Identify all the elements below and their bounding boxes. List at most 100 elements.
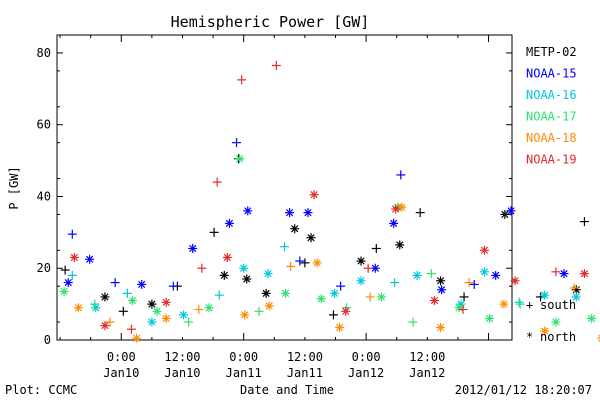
x-tick-label-time: 12:00 [287, 350, 323, 364]
data-point-south [569, 283, 579, 293]
legend: METP-02 NOAA-15 NOAA-16 NOAA-17 NOAA-18 NOAA-… [526, 45, 577, 167]
data-point-south [363, 263, 373, 273]
series-noaa-15 [63, 138, 569, 295]
x-tick-label-date: Jan11 [226, 366, 262, 380]
data-point-north [376, 292, 386, 302]
footer-left: Plot: CCMC [5, 383, 77, 397]
data-point-south [67, 229, 77, 239]
x-tick-label-time: 0:00 [229, 350, 258, 364]
data-point-south [515, 299, 525, 309]
data-point-south [579, 217, 589, 227]
x-tick-label-time: 12:00 [164, 350, 200, 364]
x-tick-label-date: Jan12 [348, 366, 384, 380]
y-axis-ticks: 0 20 40 60 80 [37, 46, 512, 347]
data-point-north [222, 252, 232, 262]
data-point-north [341, 306, 351, 316]
data-point-south [271, 61, 281, 70]
data-point-south [209, 227, 219, 237]
data-point-north [306, 233, 316, 243]
marker-legend-symbol: + [526, 298, 533, 312]
data-point-north [85, 254, 95, 264]
data-point-north [551, 317, 561, 327]
data-point-south [415, 208, 425, 218]
data-point-north [179, 310, 189, 320]
data-point-south [168, 281, 178, 291]
legend-item-noaa-19: NOAA-19 [526, 153, 577, 167]
y-tick-label: 60 [37, 118, 51, 132]
data-point-north [437, 285, 447, 295]
data-point-north [224, 218, 234, 228]
data-point-north [69, 252, 79, 262]
data-point-south [336, 281, 346, 291]
data-point-north [329, 288, 339, 298]
data-point-south [237, 75, 247, 85]
data-point-south [300, 258, 310, 268]
data-point-north [161, 297, 171, 307]
data-point-south [280, 242, 289, 252]
data-point-south [371, 244, 381, 253]
legend-item-noaa-18: NOAA-18 [526, 131, 577, 145]
data-point-south [122, 288, 132, 298]
marker-legend-symbol: * [526, 330, 533, 344]
data-point-south [551, 267, 561, 277]
data-point-north [239, 263, 249, 273]
data-point-north [100, 292, 110, 302]
data-point-north [540, 290, 550, 300]
data-point-south [365, 292, 375, 302]
series-noaa-18 [73, 202, 600, 343]
data-point-south [396, 170, 406, 180]
data-point-north [485, 313, 495, 323]
x-tick-label-date: Jan10 [164, 366, 200, 380]
chart-title: Hemispheric Power [GW] [171, 13, 370, 31]
series-noaa-16 [67, 242, 581, 327]
data-point-south [212, 177, 222, 187]
data-point-north [264, 301, 274, 311]
data-point-north [436, 276, 446, 286]
data-point-north [219, 270, 229, 280]
data-point-north [587, 313, 597, 323]
data-point-south [60, 265, 70, 275]
data-point-north [479, 245, 489, 255]
series-noaa-17 [59, 154, 597, 327]
data-point-south [469, 279, 479, 289]
data-point-south [214, 290, 224, 300]
data-point-north [263, 269, 273, 279]
data-point-north [395, 240, 405, 250]
x-tick-label-date: Jan11 [287, 366, 323, 380]
data-point-north [559, 269, 569, 279]
data-points [59, 61, 600, 343]
data-point-north [161, 313, 171, 323]
x-tick-label-date: Jan12 [409, 366, 445, 380]
data-point-north [285, 208, 295, 218]
data-point-north [243, 206, 253, 216]
data-point-north [391, 204, 401, 214]
data-point-north [356, 276, 366, 286]
plot-frame [56, 34, 513, 341]
data-point-north [147, 317, 157, 327]
data-point-north [479, 267, 489, 277]
data-point-north [312, 258, 322, 268]
data-point-north [510, 276, 520, 286]
data-point-north [240, 310, 250, 320]
x-tick-label-time: 12:00 [409, 350, 445, 364]
x-tick-label-time: 0:00 [352, 350, 381, 364]
data-point-south [118, 306, 128, 316]
data-point-north [412, 270, 422, 280]
x-tick-label-date: Jan10 [103, 366, 139, 380]
data-point-north [429, 296, 439, 306]
data-point-north [152, 306, 162, 316]
data-point-north [63, 278, 73, 288]
data-point-south [464, 278, 474, 288]
data-point-north [147, 299, 157, 309]
data-point-south [105, 317, 115, 327]
data-point-south [514, 297, 524, 307]
data-point-north [397, 202, 407, 212]
legend-item-noaa-17: NOAA-17 [526, 110, 577, 124]
data-point-north [132, 333, 142, 343]
data-point-north [73, 303, 83, 313]
data-point-north [242, 274, 252, 284]
data-point-north [261, 288, 271, 298]
x-axis-label: Date and Time [240, 383, 334, 397]
data-point-south [67, 270, 77, 280]
